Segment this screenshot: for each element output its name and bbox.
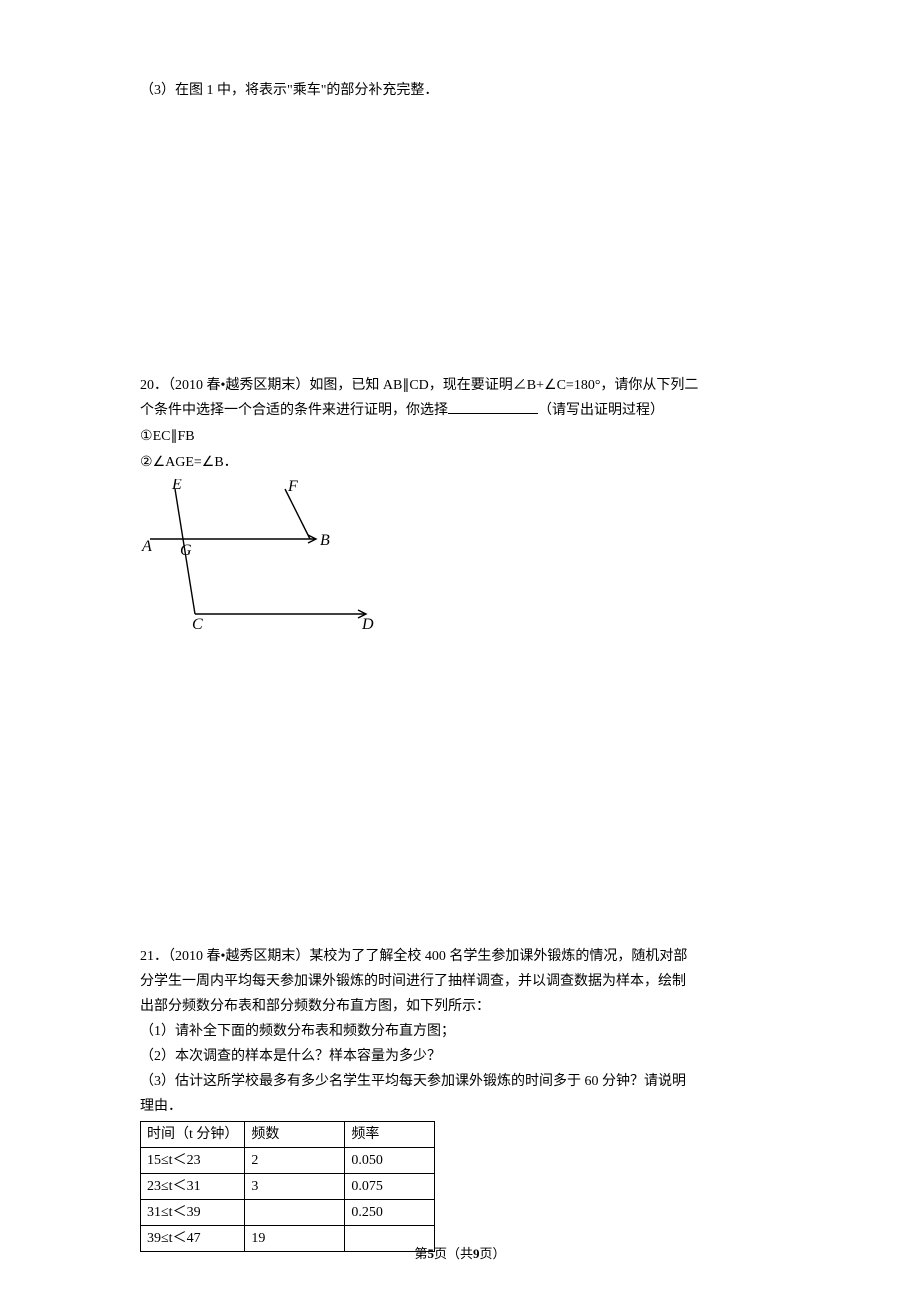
q20-stem-line2-text: 个条件中选择一个合适的条件来进行证明，你选择 bbox=[140, 403, 448, 418]
table-cell: 23≤t＜31 bbox=[141, 1174, 245, 1200]
table-header-time: 时间（t 分钟） bbox=[141, 1122, 245, 1148]
table-row: 31≤t＜39 0.250 bbox=[141, 1200, 435, 1226]
q20-cond1-num: ① bbox=[140, 427, 153, 443]
table-cell: 31≤t＜39 bbox=[141, 1200, 245, 1226]
label-C: C bbox=[192, 616, 203, 629]
spacer bbox=[140, 105, 780, 375]
table-cell: 2 bbox=[245, 1148, 345, 1174]
q20-cond2-text: ∠AGE=∠B． bbox=[153, 455, 238, 470]
q20-cond2-num: ② bbox=[140, 453, 153, 469]
table-cell: 15≤t＜23 bbox=[141, 1148, 245, 1174]
q20-cond1: ①EC∥FB bbox=[140, 425, 780, 447]
q21-part2: （2）本次调查的样本是什么？样本容量为多少？ bbox=[140, 1046, 780, 1067]
table-cell: 3 bbox=[245, 1174, 345, 1200]
footer-mid: 页（共 bbox=[434, 1246, 473, 1261]
table-cell bbox=[245, 1200, 345, 1226]
table-cell: 0.050 bbox=[345, 1148, 435, 1174]
q20-blank bbox=[448, 400, 538, 414]
table-cell: 0.250 bbox=[345, 1200, 435, 1226]
q20-stem-line2: 个条件中选择一个合适的条件来进行证明，你选择 （请写出证明过程） bbox=[140, 400, 780, 421]
table-header-freq: 频数 bbox=[245, 1122, 345, 1148]
q20-cond1-text: EC∥FB bbox=[153, 429, 195, 444]
q21-stem-line1: 21．（2010 春•越秀区期末）某校为了了解全校 400 名学生参加课外锻炼的… bbox=[140, 946, 780, 967]
label-F: F bbox=[287, 479, 298, 495]
q21-part3-line1: （3）估计这所学校最多有多少名学生平均每天参加课外锻炼的时间多于 60 分钟？请… bbox=[140, 1071, 780, 1092]
label-A: A bbox=[141, 538, 152, 555]
q21-stem-line2: 分学生一周内平均每天参加课外锻炼的时间进行了抽样调查，并以调查数据为样本，绘制 bbox=[140, 971, 780, 992]
q20-figure: E F A G B C D bbox=[140, 479, 780, 636]
table-cell: 0.075 bbox=[345, 1174, 435, 1200]
label-G: G bbox=[180, 542, 192, 559]
q21-stem-line3: 出部分频数分布表和部分频数分布直方图，如下列所示： bbox=[140, 996, 780, 1017]
spacer bbox=[140, 646, 780, 946]
footer-suffix: 页） bbox=[480, 1246, 506, 1261]
q20-stem-line1: 20．（2010 春•越秀区期末）如图，已知 AB∥CD，现在要证明∠B+∠C=… bbox=[140, 375, 780, 396]
q21-part3-line2: 理由． bbox=[140, 1096, 780, 1117]
q20-cond2: ②∠AGE=∠B． bbox=[140, 451, 780, 473]
table-row: 时间（t 分钟） 频数 频率 bbox=[141, 1122, 435, 1148]
q19-part3: （3）在图 1 中，将表示"乘车"的部分补充完整． bbox=[140, 80, 780, 101]
label-B: B bbox=[320, 532, 330, 549]
label-E: E bbox=[171, 479, 182, 493]
table-header-rate: 频率 bbox=[345, 1122, 435, 1148]
footer-prefix: 第 bbox=[414, 1246, 427, 1261]
table-row: 23≤t＜31 3 0.075 bbox=[141, 1174, 435, 1200]
table-row: 15≤t＜23 2 0.050 bbox=[141, 1148, 435, 1174]
page-footer: 第5页（共9页） bbox=[0, 1243, 920, 1262]
q21-frequency-table: 时间（t 分钟） 频数 频率 15≤t＜23 2 0.050 23≤t＜31 3… bbox=[140, 1121, 435, 1252]
label-D: D bbox=[361, 616, 374, 629]
q20-stem-line2-tail: （请写出证明过程） bbox=[538, 403, 664, 418]
q21-part1: （1）请补全下面的频数分布表和频数分布直方图； bbox=[140, 1021, 780, 1042]
